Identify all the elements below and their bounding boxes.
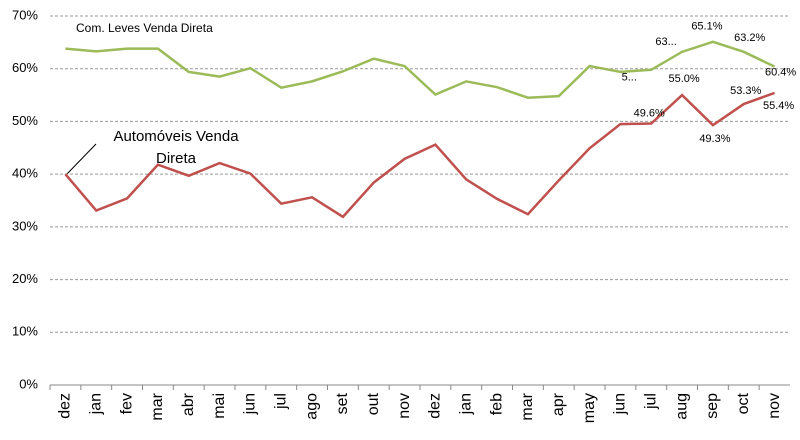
data-label: 55.4% bbox=[763, 100, 794, 112]
x-tick-label: jul bbox=[642, 393, 659, 410]
data-label: 63... bbox=[655, 36, 676, 48]
data-label: 49.3% bbox=[699, 133, 730, 145]
x-tick-label: jan bbox=[87, 393, 104, 415]
leader-line bbox=[65, 143, 97, 176]
data-label: 53.3% bbox=[730, 85, 761, 97]
x-tick-label: jul bbox=[272, 393, 289, 410]
x-tick-label: ago bbox=[303, 393, 320, 420]
x-tick-label: oct bbox=[735, 392, 752, 414]
y-tick-label: 0% bbox=[19, 376, 38, 391]
data-label: 65.1% bbox=[691, 21, 722, 33]
y-tick-label: 40% bbox=[12, 166, 38, 181]
x-tick-label: feb bbox=[488, 393, 505, 415]
data-label: 5... bbox=[622, 72, 637, 84]
x-tick-label: out bbox=[365, 392, 382, 415]
data-label: 49.6% bbox=[634, 107, 665, 119]
x-tick-label: set bbox=[334, 392, 351, 414]
series-label: Automóveis Venda Direta bbox=[113, 128, 239, 167]
y-tick-label: 10% bbox=[12, 324, 38, 339]
data-label: 60.4% bbox=[765, 67, 796, 79]
y-tick-label: 50% bbox=[12, 113, 38, 128]
x-tick-label: dez bbox=[57, 393, 74, 419]
x-tick-label: nov bbox=[766, 393, 783, 419]
line bbox=[64, 91, 776, 219]
x-tick-label: nov bbox=[396, 393, 413, 419]
x-tick-label: abr bbox=[180, 392, 197, 416]
x-tick-label: aug bbox=[673, 393, 690, 420]
x-tick-label: apr bbox=[550, 392, 567, 416]
x-tick-label: mar bbox=[519, 392, 536, 420]
x-tick-label: mai bbox=[211, 393, 228, 419]
x-tick-label: sep bbox=[704, 393, 721, 419]
line bbox=[65, 40, 776, 99]
x-tick-label: jan bbox=[457, 393, 474, 415]
series-label: Com. Leves Venda Direta bbox=[76, 21, 213, 35]
x-tick-label: mar bbox=[149, 392, 166, 420]
x-tick-label: fev bbox=[118, 393, 135, 414]
y-tick-label: 30% bbox=[12, 218, 38, 233]
x-tick-label: dez bbox=[427, 393, 444, 419]
y-tick-label: 20% bbox=[12, 271, 38, 286]
data-label: 63.2% bbox=[734, 32, 765, 44]
x-tick-label: jun bbox=[612, 393, 629, 415]
data-label: 55.0% bbox=[668, 73, 699, 85]
x-tick-label: jun bbox=[242, 393, 259, 415]
x-tick-label: may bbox=[581, 393, 598, 423]
y-tick-label: 70% bbox=[12, 7, 38, 22]
y-tick-label: 60% bbox=[12, 60, 38, 75]
